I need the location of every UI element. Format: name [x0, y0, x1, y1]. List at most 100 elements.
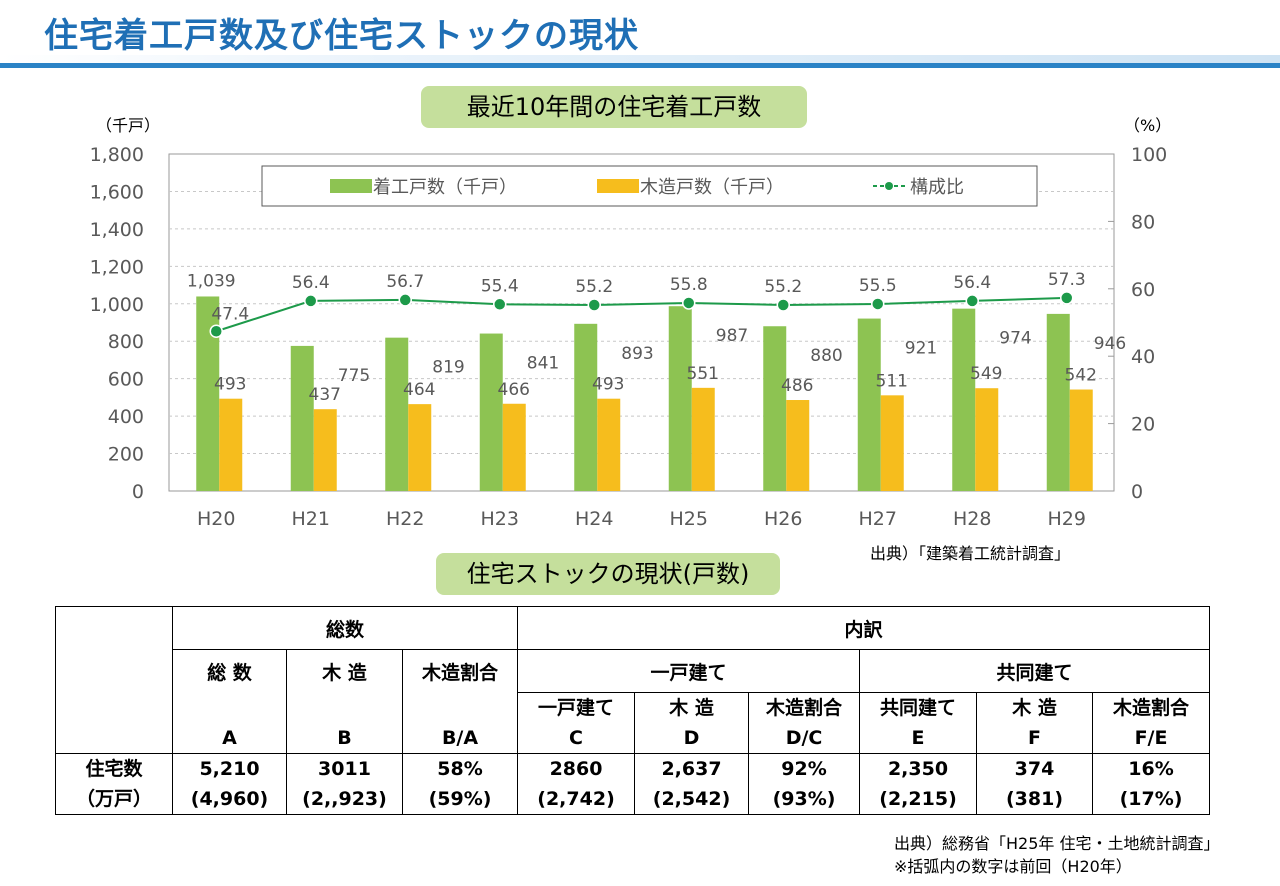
bar-total-label: 921 [905, 339, 937, 359]
header-breakdown: 内訳 [517, 606, 1211, 650]
value-detached-ratio: 92% [781, 758, 827, 780]
header-detached: 一戸建て [517, 649, 861, 693]
y-tick-label: 600 [108, 369, 144, 391]
bar-total-label: 1,039 [187, 271, 236, 291]
col-col-name: 共同建て [880, 697, 957, 719]
value-total: 5,210 [199, 758, 260, 780]
bar-total-label: 974 [999, 329, 1031, 349]
ratio-label: 55.8 [670, 275, 708, 295]
ratio-label: 55.2 [575, 277, 613, 297]
bar-total-label: 775 [338, 366, 370, 386]
bar-wood [597, 398, 621, 491]
col-col-ratio-letter: F/E [1134, 727, 1168, 749]
ratio-label: 57.3 [1048, 270, 1086, 290]
y2-tick-label: 100 [1131, 144, 1167, 166]
stock-title: 住宅ストックの現状(戸数) [436, 553, 780, 595]
stock-corner-cell-2 [55, 649, 173, 693]
ratio-point [587, 298, 601, 312]
prev-ratio: (59%) [428, 788, 492, 810]
y-tick-label: 1,800 [90, 144, 144, 166]
ratio-point [398, 293, 412, 307]
y2-tick-label: 60 [1131, 279, 1155, 301]
chart-source: 出典）「建築着工統計調査」 [870, 544, 1071, 563]
bar-wood-label: 437 [309, 385, 341, 405]
legend-swatch-point [885, 182, 893, 190]
bar-wood [313, 409, 337, 491]
y-tick-label: 200 [108, 444, 144, 466]
bar-wood [786, 400, 810, 491]
ratio-point [493, 297, 507, 312]
value-detached-wood: 2,637 [661, 758, 722, 780]
ratio-label: 47.4 [211, 304, 249, 324]
ratio-label: 55.5 [859, 276, 897, 296]
ratio-point [965, 294, 979, 308]
col-col-wood-name: 木 造 [1012, 697, 1057, 719]
ratio-label: 56.4 [953, 273, 991, 293]
x-tick-label: H29 [1048, 508, 1086, 530]
x-tick-label: H24 [575, 508, 613, 530]
col-col-ratio-name: 木造割合 [1113, 697, 1190, 719]
col-col-wood-letter: F [1028, 727, 1041, 749]
bar-wood-label: 486 [781, 376, 813, 396]
prev-detached-wood: (2,542) [652, 788, 731, 810]
bar-total [290, 345, 314, 491]
y-tick-label: 1,600 [90, 181, 144, 203]
y2-tick-label: 0 [1131, 481, 1143, 503]
col-wood-name: 木 造 [286, 649, 403, 693]
bar-total [479, 333, 503, 491]
bar-total-label: 987 [716, 326, 748, 346]
value-detached: 2860 [549, 758, 603, 780]
ratio-point [209, 324, 223, 339]
y-tick-label: 400 [108, 406, 144, 428]
bar-total [668, 306, 692, 491]
bar-total-label: 893 [621, 344, 653, 364]
ratio-label: 55.2 [764, 277, 802, 297]
legend-swatch-wood [597, 179, 639, 193]
y-tick-label: 0 [132, 481, 144, 503]
value-wood: 3011 [318, 758, 371, 780]
x-tick-label: H27 [859, 508, 897, 530]
bar-wood [219, 398, 243, 491]
bar-total [385, 337, 409, 491]
bar-total-label: 819 [432, 358, 464, 378]
stock-note: ※括弧内の数字は前回（H20年） [894, 857, 1132, 876]
prev-collective: (2,215) [879, 788, 957, 810]
chart-title: 最近10年間の住宅着工戸数 [421, 86, 807, 128]
prev-wood: (2,,923) [302, 788, 387, 810]
prev-collective-ratio: (17%) [1119, 788, 1183, 810]
stock-corner-cell-3 [55, 692, 173, 754]
y-tick-label: 1,200 [90, 256, 144, 278]
bar-total-label: 946 [1094, 334, 1126, 354]
col-total-name: 総 数 [172, 649, 287, 693]
value-collective-ratio: 16% [1128, 758, 1174, 780]
bar-total-label: 841 [527, 354, 559, 374]
x-tick-label: H21 [292, 508, 330, 530]
legend-label-wood: 木造戸数（千戸） [640, 177, 784, 198]
legend [261, 165, 1038, 207]
stock-corner-cell [55, 606, 173, 650]
y-axis-unit: （千戸） [96, 116, 160, 135]
value-ratio: 58% [437, 758, 483, 780]
bar-wood [1069, 389, 1093, 491]
bar-wood [502, 403, 526, 491]
page-title: 住宅着工戸数及び住宅ストックの現状 [44, 16, 639, 56]
x-tick-label: H25 [670, 508, 708, 530]
value-collective: 2,350 [887, 758, 949, 780]
col-ratio-letter: B/A [441, 727, 479, 749]
col-det-wood-name: 木 造 [669, 697, 714, 719]
ratio-point [871, 297, 885, 311]
x-tick-label: H23 [481, 508, 519, 530]
col-det-name: 一戸建て [538, 697, 615, 719]
header-total: 総数 [171, 606, 519, 650]
y2-axis-unit: （%） [1124, 116, 1171, 135]
bar-wood [975, 388, 999, 491]
bar-wood-label: 542 [1065, 366, 1097, 386]
col-det-ratio-name: 木造割合 [766, 697, 843, 719]
ratio-point [682, 296, 696, 310]
y-tick-label: 1,400 [90, 219, 144, 241]
bar-wood-label: 511 [876, 371, 908, 391]
ratio-label: 56.7 [386, 272, 424, 292]
y2-tick-label: 80 [1131, 211, 1155, 233]
ratio-point [304, 294, 318, 308]
bar-wood [408, 404, 432, 491]
